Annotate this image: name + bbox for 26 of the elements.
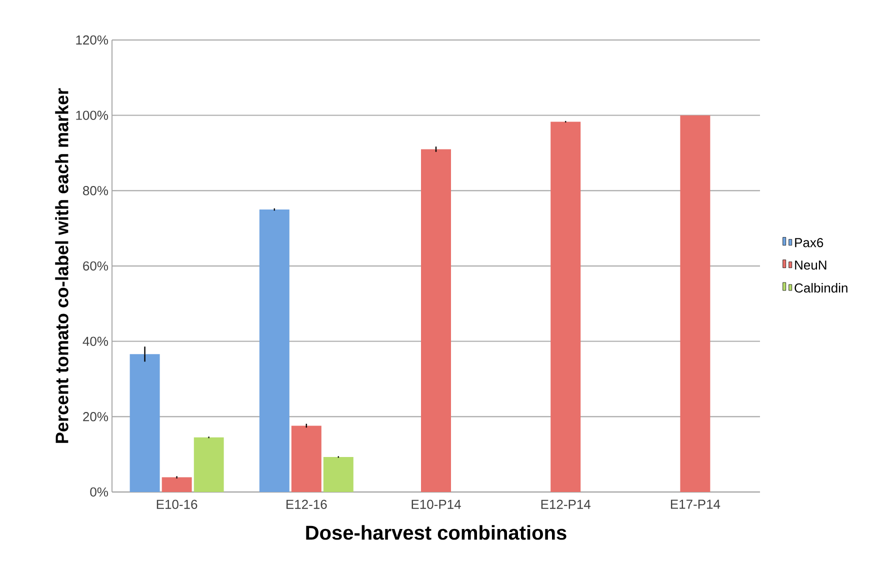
bar [421,149,451,492]
bar [550,122,581,492]
y-tick-label: 80% [83,186,108,196]
x-tick-label: E12-P14 [541,500,591,509]
bar [680,115,710,492]
bar [323,456,354,492]
bar [291,426,322,492]
x-tick-label: E12-16 [286,500,327,509]
y-tick-label: 0% [90,487,108,497]
y-tick-label: 120% [76,35,108,45]
legend-label: Calbindin [794,283,848,293]
y-tick-label: 40% [82,336,108,346]
y-axis-title: Percent tomato co-label with each marker [55,88,68,443]
legend-label: Pax6 [795,238,824,248]
x-tick-label: E10-P14 [412,500,461,509]
x-tick-label: E10-16 [156,500,198,509]
bar [259,209,290,492]
y-tick-label: 20% [83,412,108,422]
bar [162,477,192,492]
legend-label: NeuN [795,260,826,270]
x-tick-label: E17-P14 [670,500,720,509]
y-tick-label: 60% [83,261,108,271]
y-tick-label: 100% [76,110,108,120]
bar [194,437,224,492]
bar [130,354,160,492]
x-axis-title: Dose-harvest combinations [306,525,566,540]
